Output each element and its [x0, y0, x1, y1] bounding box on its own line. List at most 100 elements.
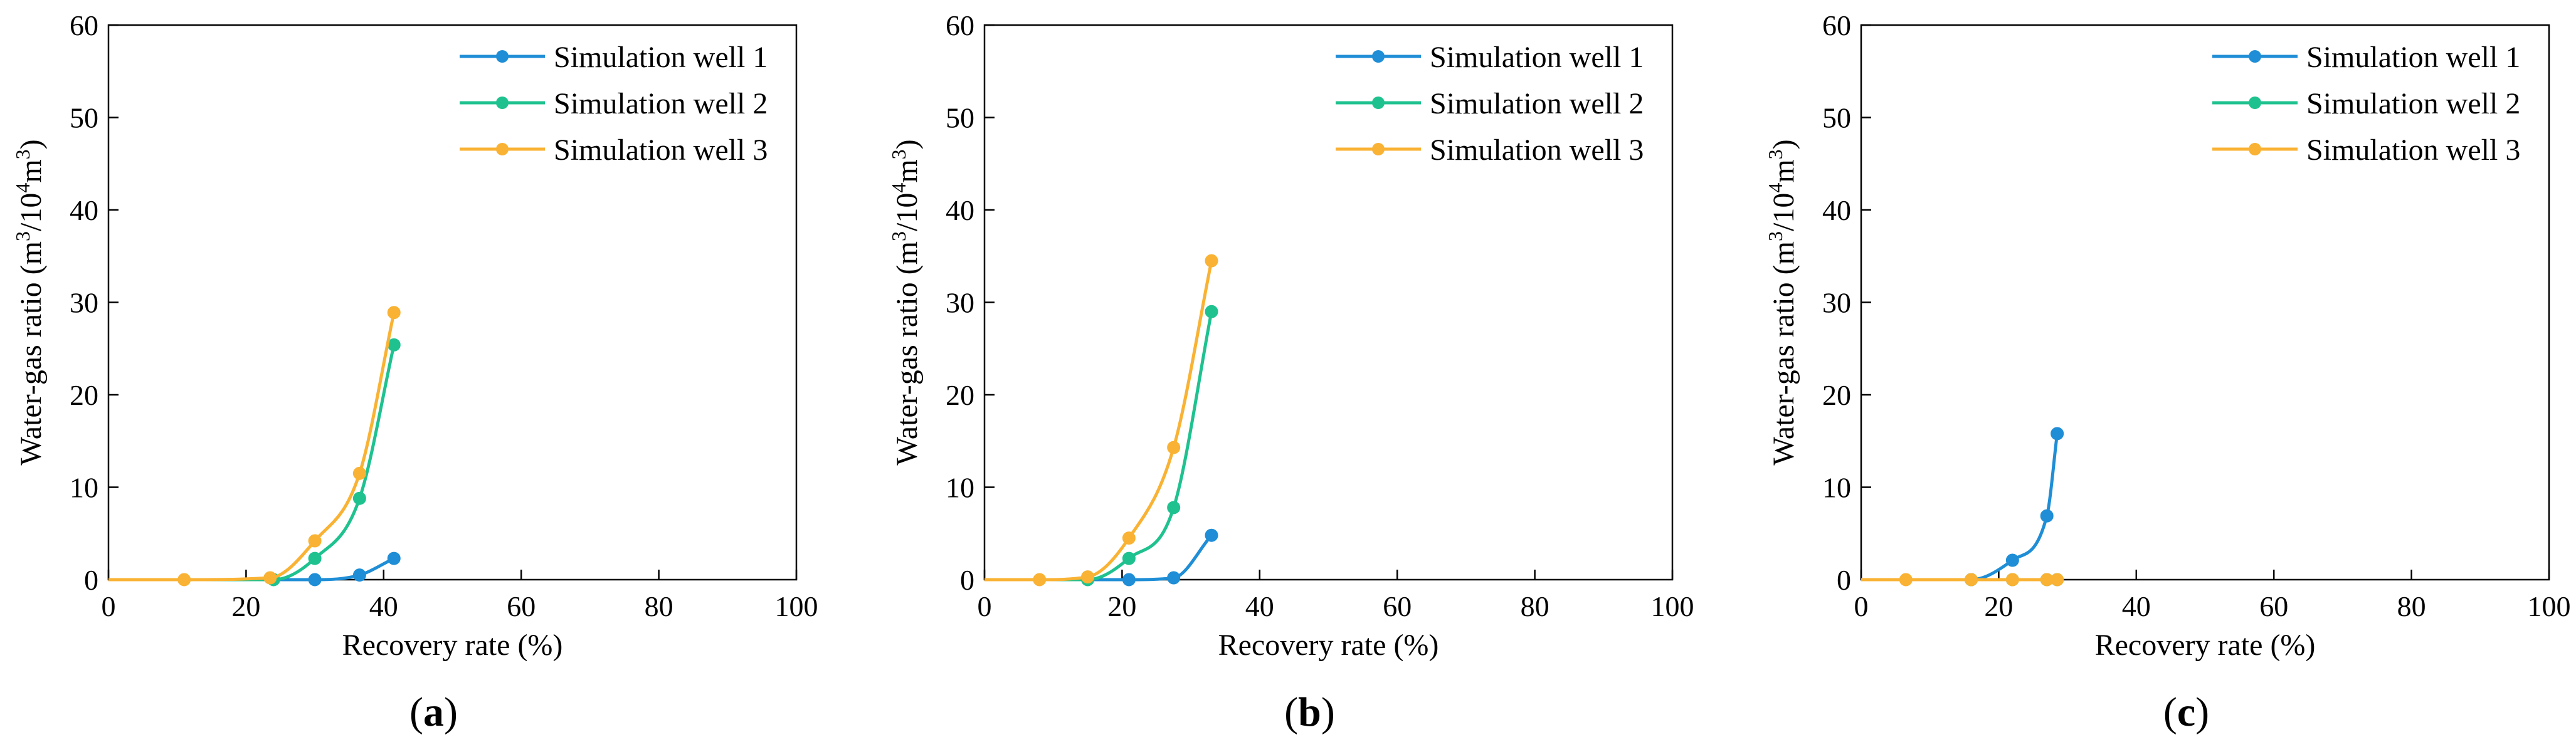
series-line-well-3	[108, 312, 396, 582]
data-point-well-1	[387, 551, 401, 565]
data-point-well-1	[2040, 509, 2054, 523]
y-axis-label-superscript: 3	[887, 149, 910, 159]
y-axis-label: Water-gas ratio (m3/104m3)	[887, 139, 924, 465]
x-tick-label: 100	[2528, 590, 2571, 622]
y-tick-label: 30	[70, 287, 98, 319]
data-point-well-3	[1899, 573, 1913, 587]
legend-marker-well-3	[2249, 143, 2261, 155]
legend-label-well-1: Simulation well 1	[554, 41, 768, 74]
y-axis-label-part: Water-gas ratio (m	[890, 241, 924, 466]
y-tick-label: 40	[1822, 194, 1851, 226]
y-tick-label: 10	[946, 472, 974, 504]
panel-caption-part: a	[423, 689, 444, 735]
y-axis-label-superscript: 4	[11, 183, 34, 193]
y-tick-label: 20	[1822, 379, 1851, 411]
x-tick-label: 20	[1107, 590, 1136, 622]
data-point-well-2	[352, 491, 366, 505]
y-axis-label-part: Water-gas ratio (m	[1767, 241, 1800, 466]
y-axis-label-superscript: 4	[887, 183, 910, 193]
x-tick-label: 80	[1521, 590, 1549, 622]
y-axis-label-part: Water-gas ratio (m	[14, 241, 48, 466]
y-axis-label-superscript: 3	[11, 149, 34, 159]
legend-marker-well-3	[496, 143, 509, 155]
legend-marker-well-1	[2249, 50, 2261, 63]
y-axis-label: Water-gas ratio (m3/104m3)	[11, 139, 48, 465]
chart-panel-c: 0 20 40 60 80 100 0 10 20 30 40 50 60 Recovery rate (…	[1764, 9, 2571, 735]
data-point-well-3	[1081, 570, 1095, 584]
panel-caption-part: b	[1298, 689, 1321, 735]
legend-marker-well-2	[1372, 97, 1385, 109]
y-axis-label-part: /10	[1767, 193, 1800, 231]
series-line-well-3	[984, 260, 1213, 582]
chart-panel-b: 0 20 40 60 80 100 0 10 20 30 40 50 60 Recovery rate (…	[887, 9, 1694, 735]
data-point-well-3	[308, 534, 322, 548]
legend-marker-well-1	[1372, 50, 1385, 63]
data-point-well-3	[263, 571, 277, 585]
y-tick-label: 10	[1822, 472, 1851, 504]
y-axis-label-superscript: 3	[11, 231, 34, 241]
y-tick-label: 0	[960, 564, 974, 596]
panel-caption-part: c	[2177, 689, 2195, 735]
y-tick-label: 60	[946, 9, 974, 41]
x-tick-label: 40	[2122, 590, 2151, 622]
y-axis-label-part: )	[1767, 139, 1800, 149]
legend-label-well-3: Simulation well 3	[554, 133, 768, 167]
x-tick-label: 60	[2259, 590, 2288, 622]
legend-label-well-2: Simulation well 2	[554, 87, 768, 120]
series-line-well-1	[1861, 433, 2059, 582]
y-axis-label: Water-gas ratio (m3/104m3)	[1764, 139, 1800, 465]
y-axis-label-part: m	[14, 159, 48, 182]
series-line-well-2	[108, 344, 396, 582]
x-tick-label: 60	[1383, 590, 1412, 622]
data-point-well-3	[1033, 573, 1047, 587]
legend-marker-well-1	[496, 50, 509, 63]
x-tick-label: 0	[978, 590, 992, 622]
panel-caption: (a)	[409, 689, 458, 735]
legend-label-well-1: Simulation well 1	[2306, 41, 2520, 74]
x-tick-label: 20	[1984, 590, 2013, 622]
data-point-well-1	[1167, 571, 1181, 585]
x-tick-label: 100	[1651, 590, 1694, 622]
y-tick-label: 60	[1822, 9, 1851, 41]
legend-marker-well-2	[496, 97, 509, 109]
legend-marker-well-3	[1372, 143, 1385, 155]
data-point-well-2	[308, 551, 322, 565]
y-tick-label: 50	[946, 102, 974, 134]
data-point-well-1	[2005, 553, 2019, 567]
series-line-well-1	[108, 556, 395, 582]
y-tick-label: 50	[70, 102, 98, 134]
legend-label-well-2: Simulation well 2	[2306, 87, 2520, 120]
data-point-well-3	[2051, 573, 2064, 587]
y-tick-label: 40	[946, 194, 974, 226]
y-tick-label: 30	[946, 287, 974, 319]
panel-caption-part: (	[409, 689, 423, 735]
y-axis-label-part: /10	[14, 193, 48, 231]
legend-label-well-1: Simulation well 1	[1430, 41, 1644, 74]
data-point-well-3	[1122, 531, 1136, 545]
x-tick-label: 80	[645, 590, 673, 622]
data-point-well-3	[177, 573, 191, 587]
data-point-well-3	[1965, 573, 1978, 587]
y-tick-label: 0	[84, 564, 98, 596]
panel-caption-part: )	[1321, 689, 1335, 735]
x-tick-label: 0	[1854, 590, 1869, 622]
x-tick-label: 20	[231, 590, 260, 622]
x-axis-label: Recovery rate (%)	[342, 629, 563, 662]
legend-label-well-3: Simulation well 3	[1430, 133, 1644, 167]
chart-panel-a: 0 20 40 60 80 100 0 10 20 30 40 50 60 Recovery rate (…	[11, 9, 818, 735]
panel-caption-part: (	[2163, 689, 2177, 735]
y-axis-label-part: )	[14, 139, 48, 149]
y-tick-label: 10	[70, 472, 98, 504]
y-axis-label-part: m	[1767, 159, 1800, 182]
y-tick-label: 40	[70, 194, 98, 226]
y-axis-label-superscript: 3	[1764, 149, 1787, 159]
data-point-well-2	[1122, 551, 1136, 565]
data-point-well-1	[2051, 427, 2064, 441]
panel-caption: (c)	[2163, 689, 2209, 735]
y-tick-label: 20	[946, 379, 974, 411]
panel-caption-part: )	[444, 689, 458, 735]
x-axis-label: Recovery rate (%)	[2095, 629, 2316, 662]
y-axis-label-part: /10	[890, 193, 924, 231]
panel-caption: (b)	[1284, 689, 1335, 735]
x-tick-label: 80	[2397, 590, 2426, 622]
